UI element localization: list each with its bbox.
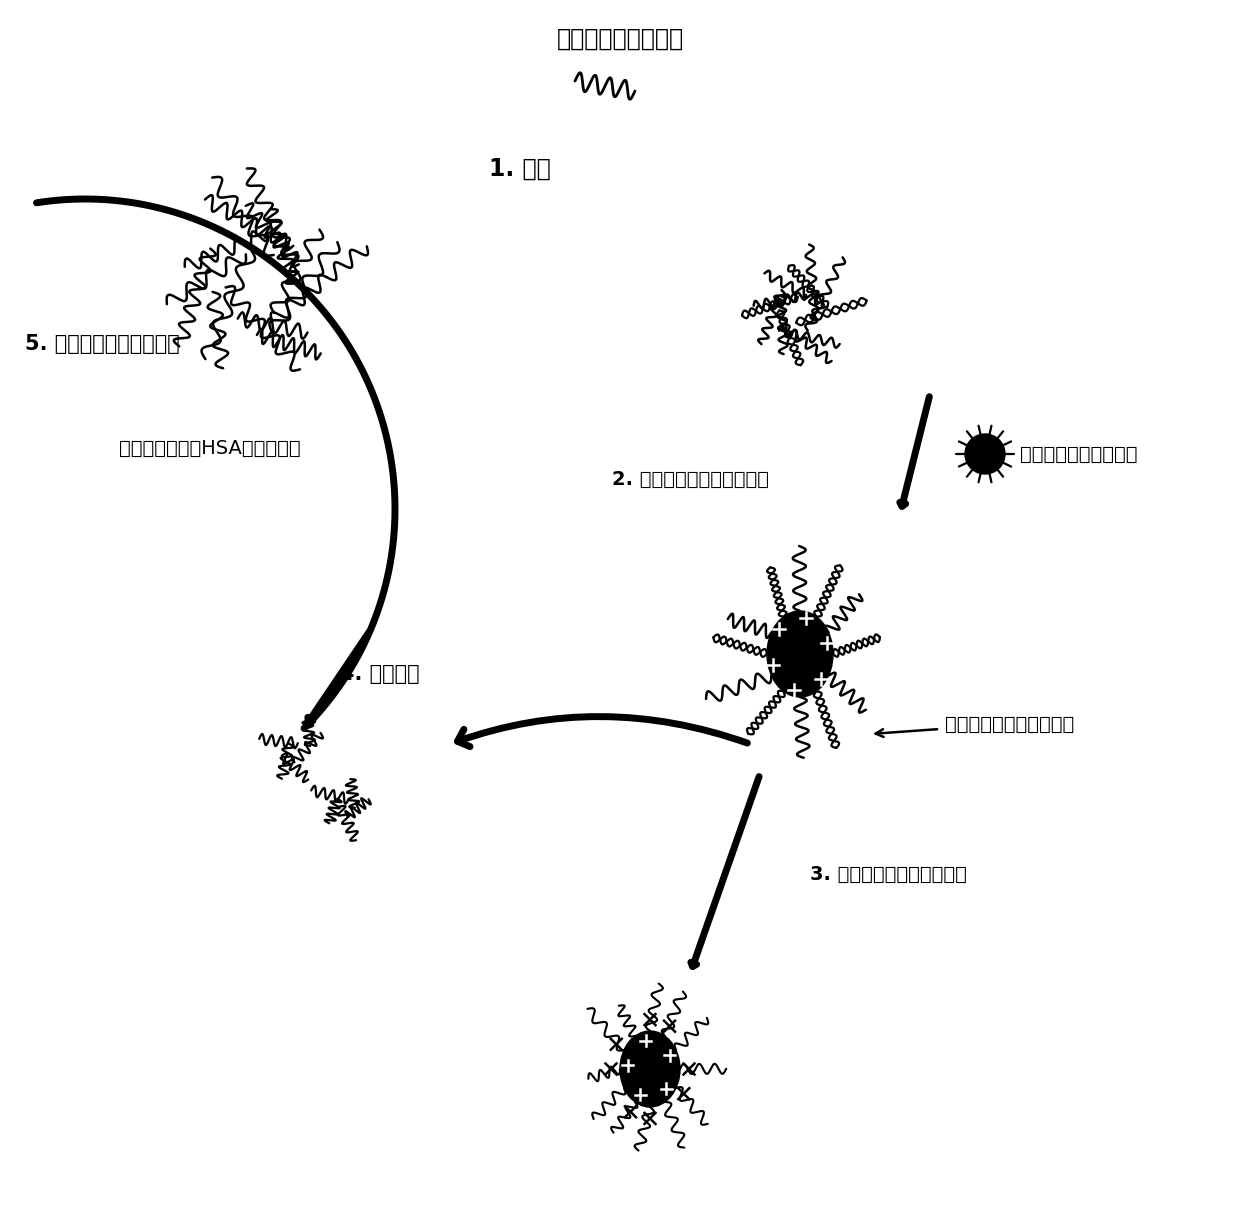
Text: 生物素修饰的互补链: 生物素修饰的互补链 (557, 27, 683, 50)
Ellipse shape (768, 611, 833, 697)
Text: 3. 与靶标孵育以及磁性分离: 3. 与靶标孵育以及磁性分离 (810, 864, 967, 884)
Text: 链酶亲和素修饰的磁珠: 链酶亲和素修饰的磁珠 (1021, 445, 1137, 463)
FancyArrowPatch shape (458, 717, 748, 747)
Text: 1. 杂交: 1. 杂交 (489, 157, 551, 181)
Circle shape (965, 434, 1004, 474)
Text: 荧光基团修饰的HSA核酸适配体: 荧光基团修饰的HSA核酸适配体 (119, 439, 301, 458)
Text: 5. 根据工作曲线进行定量: 5. 根据工作曲线进行定量 (25, 334, 180, 354)
Text: 4. 荧光测试: 4. 荧光测试 (340, 664, 420, 685)
Text: 白蛋白或者含白蛋白尿液: 白蛋白或者含白蛋白尿液 (945, 714, 1074, 734)
Text: 2. 核酸适配体固定在磁珠上: 2. 核酸适配体固定在磁珠上 (611, 469, 769, 488)
Ellipse shape (620, 1031, 680, 1107)
